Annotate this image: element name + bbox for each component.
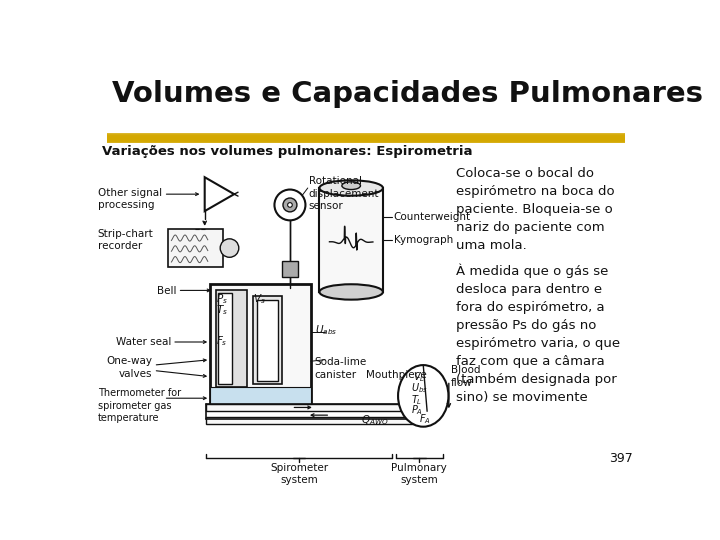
Bar bbox=[206, 417, 415, 424]
Text: $U_{abs}$: $U_{abs}$ bbox=[315, 323, 337, 338]
Text: $T_L$: $T_L$ bbox=[411, 393, 423, 407]
Text: $P_A$: $P_A$ bbox=[411, 403, 423, 417]
Bar bbox=[107, 136, 625, 140]
Text: Rotational
displacement
sensor: Rotational displacement sensor bbox=[309, 177, 379, 211]
Bar bbox=[107, 139, 625, 143]
Text: À medida que o gás se
desloca para dentro e
fora do espirómetro, a
pressão Ps do: À medida que o gás se desloca para dentr… bbox=[456, 264, 620, 404]
Bar bbox=[168, 229, 223, 267]
Circle shape bbox=[287, 202, 292, 207]
Bar bbox=[107, 134, 625, 138]
Text: $V_L$: $V_L$ bbox=[413, 370, 426, 383]
Bar bbox=[282, 261, 297, 276]
Text: Water seal: Water seal bbox=[116, 337, 171, 347]
Bar bbox=[256, 300, 279, 381]
Text: $F_A$: $F_A$ bbox=[419, 412, 431, 426]
Polygon shape bbox=[204, 177, 234, 211]
Ellipse shape bbox=[320, 284, 383, 300]
Text: Variações nos volumes pulmonares: Espirometria: Variações nos volumes pulmonares: Espiro… bbox=[102, 145, 472, 158]
Text: $F_s$: $F_s$ bbox=[216, 334, 228, 348]
Text: Spirometer
system: Spirometer system bbox=[270, 463, 328, 485]
Bar bbox=[107, 136, 625, 139]
Bar bbox=[210, 284, 311, 403]
Text: One-way
valves: One-way valves bbox=[106, 356, 152, 379]
Ellipse shape bbox=[398, 365, 449, 427]
Text: Pulmonary
system: Pulmonary system bbox=[392, 463, 447, 485]
Text: Bell: Bell bbox=[157, 286, 177, 296]
Text: Other signal
processing: Other signal processing bbox=[98, 188, 162, 211]
Text: Blood
flow: Blood flow bbox=[451, 365, 481, 388]
Circle shape bbox=[283, 198, 297, 212]
Circle shape bbox=[220, 239, 239, 257]
Bar bbox=[107, 132, 625, 137]
Bar bbox=[107, 138, 625, 142]
Text: Kymograph: Kymograph bbox=[394, 235, 453, 245]
Bar bbox=[107, 133, 625, 137]
Text: $T_s$: $T_s$ bbox=[216, 303, 228, 318]
Bar bbox=[206, 403, 415, 411]
Text: $P_s$: $P_s$ bbox=[216, 292, 228, 306]
Text: Coloca-se o bocal do
espirómetro na boca do
paciente. Bloqueia-se o
nariz do pac: Coloca-se o bocal do espirómetro na boca… bbox=[456, 167, 614, 252]
Bar bbox=[218, 294, 232, 383]
Bar bbox=[210, 387, 311, 403]
Bar bbox=[216, 291, 248, 387]
Text: $U_{bs}$: $U_{bs}$ bbox=[411, 381, 428, 395]
Text: 397: 397 bbox=[609, 452, 633, 465]
Bar bbox=[107, 137, 625, 141]
Text: Thermometer for
spirometer gas
temperature: Thermometer for spirometer gas temperatu… bbox=[98, 388, 181, 423]
Text: Soda-lime
canister: Soda-lime canister bbox=[315, 357, 367, 380]
Ellipse shape bbox=[320, 180, 383, 195]
Text: Counterweight: Counterweight bbox=[394, 212, 471, 222]
Text: Mouthpiece: Mouthpiece bbox=[366, 370, 426, 381]
Bar bbox=[320, 188, 383, 292]
Ellipse shape bbox=[342, 182, 361, 190]
Text: Volumes e Capacidades Pulmonares: Volumes e Capacidades Pulmonares bbox=[112, 80, 703, 108]
Text: $V_s$: $V_s$ bbox=[253, 292, 266, 306]
Text: Strip-chart
recorder: Strip-chart recorder bbox=[98, 229, 153, 251]
Circle shape bbox=[274, 190, 305, 220]
Bar bbox=[253, 296, 282, 384]
Text: $Q_{AWO}$: $Q_{AWO}$ bbox=[361, 413, 389, 427]
